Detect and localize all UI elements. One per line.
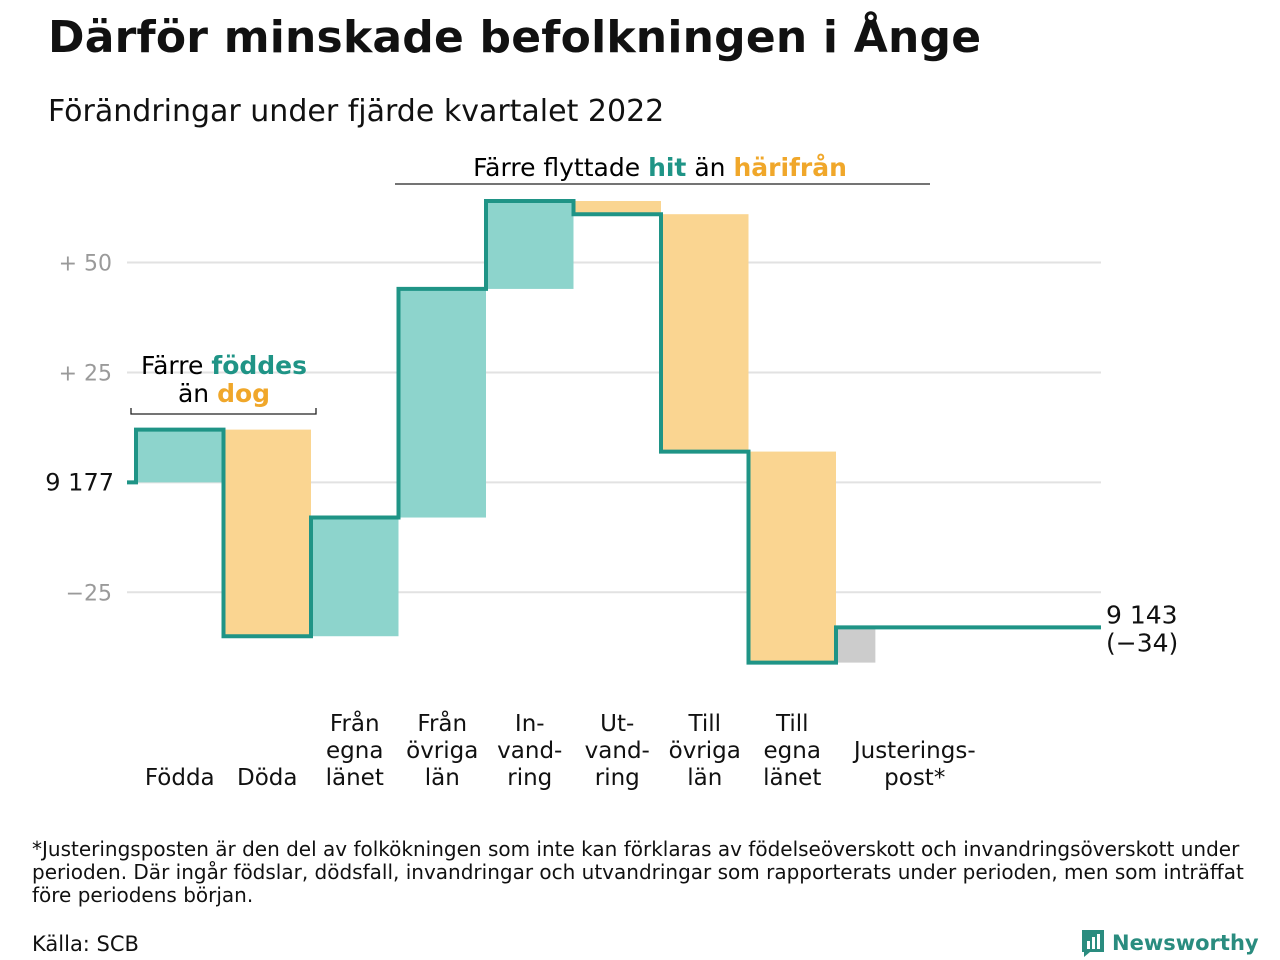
waterfall-bar [311,517,399,637]
move-annotation: Färre flyttade hit än härifrån [473,153,847,182]
cumulative-step-line [127,199,1101,665]
end-change-label: (−34) [1106,628,1178,657]
category-label: egna [326,738,383,764]
waterfall-bar [136,429,224,483]
newsworthy-logo-icon [1082,930,1104,957]
category-label: Döda [237,765,297,791]
newsworthy-logo-text: Newsworthy [1112,931,1259,955]
category-label: övriga [669,738,741,764]
waterfall-bar [398,288,486,518]
y-tick-label: + 50 [59,252,112,277]
y-tick-label: + 25 [59,361,112,386]
y-tick-label: −25 [66,581,112,606]
category-label: Födda [145,765,215,791]
category-label: Från [330,709,380,737]
newsworthy-logo[interactable]: Newsworthy [1080,928,1259,958]
category-label: län [687,765,722,791]
category-label: Till [687,711,721,737]
category-label: län [425,765,460,791]
chart-subtitle: Förändringar under fjärde kvartalet 2022 [48,94,665,129]
category-label: post* [884,765,945,791]
waterfall-bar [836,627,876,663]
category-label: vand- [585,738,650,764]
footnote: *Justeringsposten är den del av folkökni… [32,837,1244,907]
waterfall-bar [223,429,311,637]
category-label: Från [417,709,467,737]
line-layer [127,199,1101,665]
category-label: ring [507,765,552,791]
category-label: Till [775,711,809,737]
source-label: Källa: SCB [32,932,139,956]
birth-annotation-line2: än dog [178,379,270,408]
category-label: Ut- [600,711,634,737]
category-label: vand- [497,738,562,764]
category-label: In- [515,711,545,737]
category-label: Justerings- [852,738,976,764]
birth-bracket [130,408,317,415]
start-value-label: 9 177 [45,468,114,496]
category-label: övriga [406,738,478,764]
waterfall-bar [661,214,749,452]
waterfall-bar [486,201,574,289]
waterfall-bar [573,201,661,215]
chart-title: Därför minskade befolkningen i Ånge [48,12,982,63]
category-label: länet [326,765,384,791]
waterfall-bar [748,451,836,663]
category-label: ring [595,765,640,791]
birth-annotation-line1: Färre föddes [141,351,307,380]
annotation-layer: Färre föddes än dog Färre flyttade hit ä… [130,153,930,415]
end-value-label: 9 143 [1106,600,1178,629]
category-label: länet [763,765,821,791]
bar-layer [136,201,876,663]
category-label: egna [764,738,821,764]
